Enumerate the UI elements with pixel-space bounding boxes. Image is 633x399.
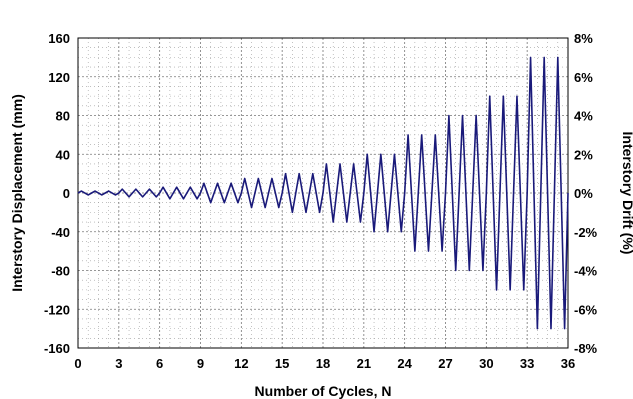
y2-tick-label: -4%: [574, 264, 598, 279]
x-axis-title: Number of Cycles, N: [255, 383, 392, 399]
y2-tick-label: -2%: [574, 225, 598, 240]
y2-tick-label: 6%: [574, 70, 593, 85]
y-tick-label: -80: [51, 264, 70, 279]
y-tick-label: -160: [44, 341, 70, 356]
x-tick-label: 3: [115, 356, 122, 371]
y2-tick-label: -6%: [574, 302, 598, 317]
x-tick-labels: 0 3 6 9 12 15 18 21 24 27 30 33 36: [74, 356, 575, 371]
y-axis-title: Interstory Displacement (mm): [9, 94, 25, 292]
y-tick-label: 0: [63, 186, 70, 201]
y-tick-labels: 160 120 80 40 0 -40 -80 -120 -160: [44, 31, 70, 356]
y2-tick-label: 8%: [574, 31, 593, 46]
x-tick-label: 21: [357, 356, 371, 371]
x-tick-label: 6: [156, 356, 163, 371]
y-tick-label: 80: [56, 109, 70, 124]
y-tick-label: 120: [48, 70, 70, 85]
y-tick-label: -40: [51, 225, 70, 240]
y2-tick-labels: 8% 6% 4% 2% 0% -2% -4% -6% -8%: [574, 31, 598, 356]
x-tick-label: 36: [561, 356, 575, 371]
x-tick-label: 0: [74, 356, 81, 371]
x-tick-label: 24: [397, 356, 412, 371]
x-tick-label: 12: [234, 356, 248, 371]
x-tick-label: 27: [438, 356, 452, 371]
x-tick-label: 9: [197, 356, 204, 371]
y-tick-label: -120: [44, 302, 70, 317]
y2-axis-title: Interstory Drift (%): [620, 132, 633, 255]
y2-tick-label: 4%: [574, 109, 593, 124]
series-line: [77, 56, 569, 330]
y2-tick-label: 0%: [574, 186, 593, 201]
x-tick-label: 18: [316, 356, 330, 371]
x-tick-label: 15: [275, 356, 289, 371]
y-tick-label: 40: [56, 147, 70, 162]
y2-tick-label: -8%: [574, 341, 598, 356]
y2-tick-label: 2%: [574, 147, 593, 162]
x-tick-label: 30: [479, 356, 493, 371]
x-tick-label: 33: [520, 356, 534, 371]
y-tick-label: 160: [48, 31, 70, 46]
